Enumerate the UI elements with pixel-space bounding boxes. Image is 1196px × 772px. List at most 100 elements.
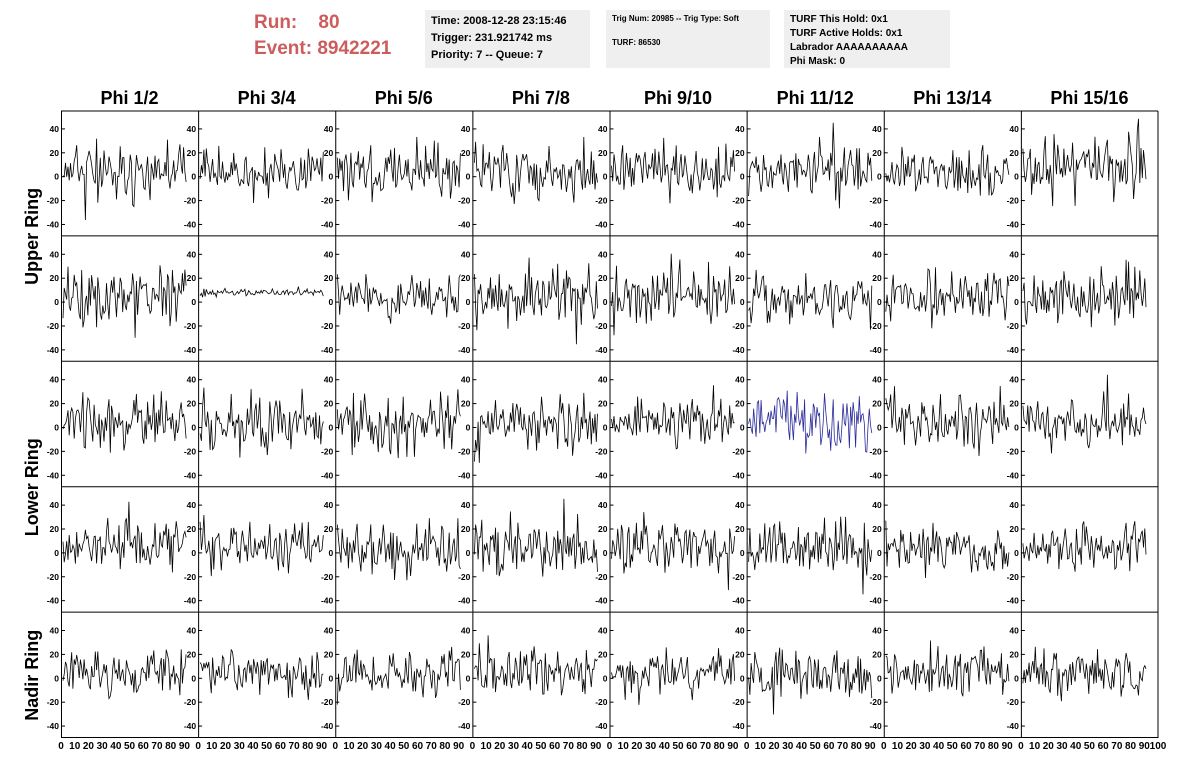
y-tick-label: 0: [191, 673, 196, 683]
x-tick-label: 30: [645, 741, 657, 752]
x-tick-label: 100: [1150, 741, 1167, 752]
y-tick-label: 0: [54, 172, 59, 182]
panel-r4-c1: -40 -20 0 20 40: [47, 487, 199, 613]
y-tick-label: 0: [740, 673, 745, 683]
y-tick-label: 20: [735, 649, 745, 659]
y-tick-label: 20: [50, 273, 60, 283]
panel-r5-c2: -40 -20 0 20 40: [184, 612, 336, 738]
y-tick-label: 40: [598, 626, 608, 636]
panel-r3-c6: -40 -20 0 20 40: [732, 361, 884, 488]
y-tick-label: 40: [735, 500, 745, 510]
y-tick-label: 0: [191, 172, 196, 182]
y-tick-label: 20: [872, 399, 882, 409]
y-tick-label: -20: [595, 196, 608, 206]
y-tick-label: 0: [466, 422, 471, 432]
panel-r3-c8: -40 -20 0 20 40: [1007, 361, 1158, 488]
column-title-3: Phi 5/6: [375, 88, 433, 108]
y-tick-label: 20: [872, 273, 882, 283]
panel-r2-c5: -40 -20 0 20 40: [595, 236, 747, 362]
x-tick-label: 20: [357, 741, 369, 752]
x-tick-label: 60: [823, 741, 835, 752]
y-tick-label: 0: [740, 297, 745, 307]
time-text: Time: 2008-12-28 23:15:46: [431, 15, 567, 27]
y-tick-label: 20: [50, 148, 60, 158]
column-title-7: Phi 13/14: [913, 88, 991, 108]
y-tick-label: 40: [50, 500, 60, 510]
panel-r4-c7: -40 -20 0 20 40: [869, 487, 1021, 613]
x-tick-label: 40: [522, 741, 534, 752]
x-tick-label: 50: [535, 741, 547, 752]
y-tick-label: 0: [603, 422, 608, 432]
event-label: Event:: [254, 38, 313, 59]
trace-r5-c2: [199, 648, 324, 700]
y-tick-label: 0: [329, 548, 334, 558]
trace-r1-c3: [336, 136, 461, 203]
y-tick-label: 40: [1009, 124, 1019, 134]
trace-r5-c6: [748, 647, 873, 715]
y-tick-label: -40: [184, 470, 197, 480]
y-tick-label: 40: [872, 375, 882, 385]
y-tick-label: 0: [191, 297, 196, 307]
y-tick-label: 40: [872, 626, 882, 636]
y-tick-label: 40: [872, 124, 882, 134]
y-tick-label: -40: [595, 596, 608, 606]
x-tick-label: 40: [247, 741, 259, 752]
y-tick-label: 20: [187, 273, 197, 283]
x-tick-label: 0: [58, 741, 64, 752]
y-tick-label: 20: [324, 649, 334, 659]
y-tick-label: -40: [458, 345, 471, 355]
y-tick-label: 20: [187, 399, 197, 409]
trace-r4-c4: [474, 498, 598, 577]
y-tick-label: -40: [732, 345, 745, 355]
y-tick-label: 20: [1009, 649, 1019, 659]
y-tick-label: 0: [1014, 548, 1019, 558]
event-value: 8942221: [317, 38, 392, 59]
trace-r2-c7: [885, 267, 1010, 329]
trigger-text: Trigger: 231.921742 ms: [431, 32, 553, 44]
x-tick-label: 10: [69, 741, 81, 752]
trace-r4-c3: [336, 518, 461, 581]
y-tick-label: 20: [598, 273, 608, 283]
y-tick-label: -20: [732, 321, 745, 331]
y-tick-label: 20: [598, 649, 608, 659]
y-tick-label: -20: [47, 446, 60, 456]
column-title-1: Phi 1/2: [101, 88, 159, 108]
y-tick-label: 40: [598, 124, 608, 134]
x-tick-label: 90: [590, 741, 602, 752]
ring-title-3: Nadir Ring: [22, 630, 42, 721]
turf-info-box: TURF This Hold: 0x1 TURF Active Holds: 0…: [784, 10, 950, 68]
y-tick-label: 20: [735, 148, 745, 158]
panel-r5-c4: -40 -20 0 20 40: [458, 612, 610, 738]
panel-r1-c6: -40 -20 0 20 40: [732, 111, 884, 237]
trace-r4-c2: [199, 514, 324, 577]
x-tick-label: 30: [234, 741, 246, 752]
x-tick-label: 90: [727, 741, 739, 752]
x-tick-label: 60: [412, 741, 424, 752]
x-tick-label: 40: [1070, 741, 1082, 752]
y-tick-label: -20: [47, 697, 60, 707]
panel-r5-c5: -40 -20 0 20 40: [595, 612, 747, 738]
y-tick-label: 20: [187, 524, 197, 534]
x-tick-label: 30: [782, 741, 794, 752]
x-tick-label: 80: [851, 741, 863, 752]
x-tick-label: 70: [974, 741, 986, 752]
run-info: Run: 80 Event: 8942221: [254, 10, 391, 62]
y-tick-label: -40: [595, 470, 608, 480]
panel-r4-c5: -40 -20 0 20 40: [595, 487, 747, 613]
trace-r3-c8: [1022, 374, 1147, 454]
x-tick-label: 20: [906, 741, 918, 752]
y-tick-label: 40: [461, 375, 471, 385]
y-tick-label: 40: [50, 124, 60, 134]
trace-r5-c8: [1022, 646, 1147, 702]
y-tick-label: 40: [461, 124, 471, 134]
y-tick-label: -40: [321, 345, 334, 355]
panel-r3-c7: -40 -20 0 20 40: [869, 361, 1021, 488]
y-tick-label: 20: [50, 399, 60, 409]
trace-r1-c1: [62, 138, 187, 221]
y-tick-label: 0: [1014, 172, 1019, 182]
y-tick-label: -40: [1007, 721, 1020, 731]
y-tick-label: -40: [458, 219, 471, 229]
y-tick-label: -20: [184, 697, 197, 707]
y-tick-label: -20: [321, 572, 334, 582]
y-tick-label: -40: [869, 721, 882, 731]
